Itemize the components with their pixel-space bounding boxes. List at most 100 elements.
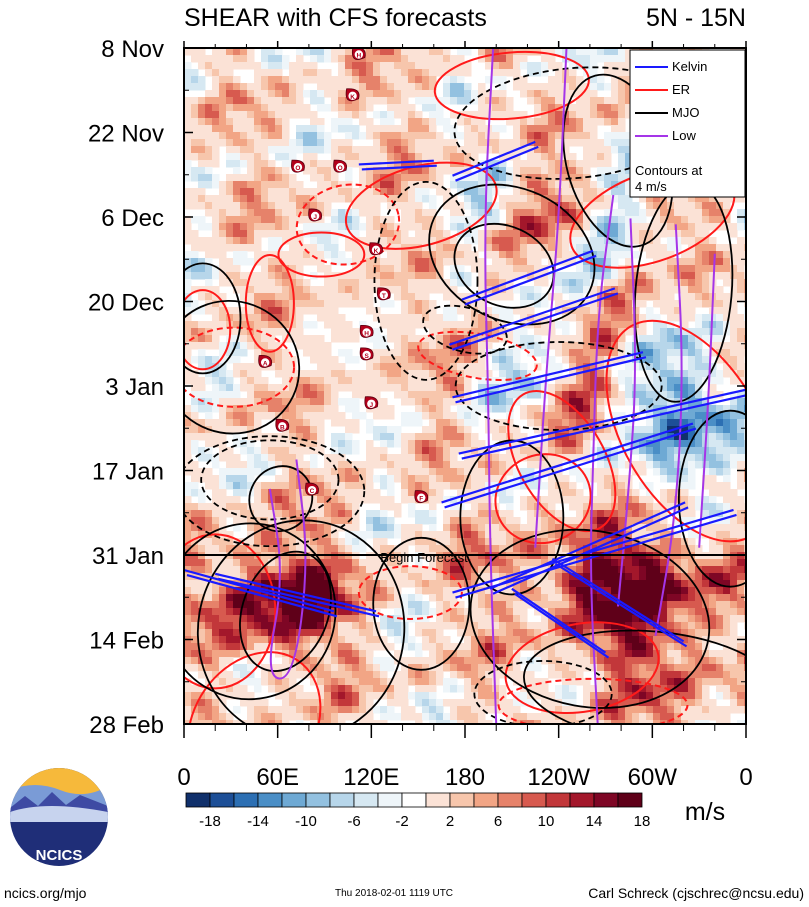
shear-cell [415,195,423,203]
shear-cell [562,384,570,392]
shear-cell [184,125,192,133]
shear-cell [737,272,745,280]
shear-cell [331,391,339,399]
shear-cell [702,363,710,371]
shear-cell [184,146,192,154]
shear-cell [541,216,549,224]
shear-cell [422,69,430,77]
shear-cell [555,489,563,497]
shear-cell [562,482,570,490]
shear-cell [611,335,619,343]
shear-cell [296,244,304,252]
shear-cell [541,90,549,98]
shear-cell [702,405,710,413]
shear-cell [366,83,374,91]
shear-cell [625,251,633,259]
shear-cell [387,503,395,511]
shear-cell [387,433,395,441]
shear-cell [513,377,521,385]
shear-cell [660,531,668,539]
shear-cell [254,293,262,301]
shear-cell [387,202,395,210]
shear-cell [282,195,290,203]
shear-cell [653,426,661,434]
shear-cell [380,517,388,525]
shear-cell [366,475,374,483]
shear-cell [422,104,430,112]
shear-cell [513,160,521,168]
shear-cell [597,195,605,203]
shear-cell [408,307,416,315]
shear-cell [737,356,745,364]
shear-cell [275,223,283,231]
shear-cell [527,531,535,539]
shear-cell [513,391,521,399]
shear-cell [401,300,409,308]
shear-cell [219,510,227,518]
shear-cell [429,314,437,322]
shear-cell [534,279,542,287]
shear-cell [555,97,563,105]
shear-cell [191,426,199,434]
shear-cell [646,426,654,434]
shear-cell [310,475,318,483]
shear-cell [618,335,626,343]
shear-cell [380,363,388,371]
shear-cell [429,482,437,490]
shear-cell [303,426,311,434]
shear-cell [590,524,598,532]
shear-cell [597,321,605,329]
shear-cell [261,195,269,203]
shear-cell [191,538,199,546]
shear-cell [317,391,325,399]
shear-cell [583,160,591,168]
shear-cell [450,272,458,280]
shear-cell [485,370,493,378]
shear-cell [191,447,199,455]
shear-cell [464,223,472,231]
shear-cell [352,104,360,112]
shear-cell [723,447,731,455]
shear-cell [478,307,486,315]
shear-cell [625,279,633,287]
shear-cell [191,251,199,259]
shear-cell [513,265,521,273]
shear-cell [618,132,626,140]
shear-cell [681,482,689,490]
shear-cell [499,307,507,315]
shear-cell [268,69,276,77]
shear-cell [310,524,318,532]
shear-cell [296,531,304,539]
shear-cell [737,258,745,266]
shear-cell [261,90,269,98]
shear-cell [555,510,563,518]
shear-cell [331,83,339,91]
shear-cell [359,531,367,539]
shear-cell [387,111,395,119]
shear-cell [485,216,493,224]
shear-cell [702,510,710,518]
shear-cell [499,237,507,245]
shear-cell [695,503,703,511]
shear-cell [289,440,297,448]
shear-cell [450,265,458,273]
shear-cell [443,258,451,266]
shear-cell [541,531,549,539]
shear-cell [331,461,339,469]
shear-cell [597,272,605,280]
shear-cell [436,440,444,448]
shear-cell [499,230,507,238]
shear-cell [261,181,269,189]
shear-cell [184,454,192,462]
shear-cell [324,510,332,518]
shear-cell [296,181,304,189]
shear-cell [527,454,535,462]
shear-cell [331,209,339,217]
shear-cell [660,398,668,406]
shear-cell [464,125,472,133]
shear-cell [618,496,626,504]
shear-cell [268,412,276,420]
shear-cell [324,160,332,168]
shear-cell [541,237,549,245]
shear-cell [527,216,535,224]
